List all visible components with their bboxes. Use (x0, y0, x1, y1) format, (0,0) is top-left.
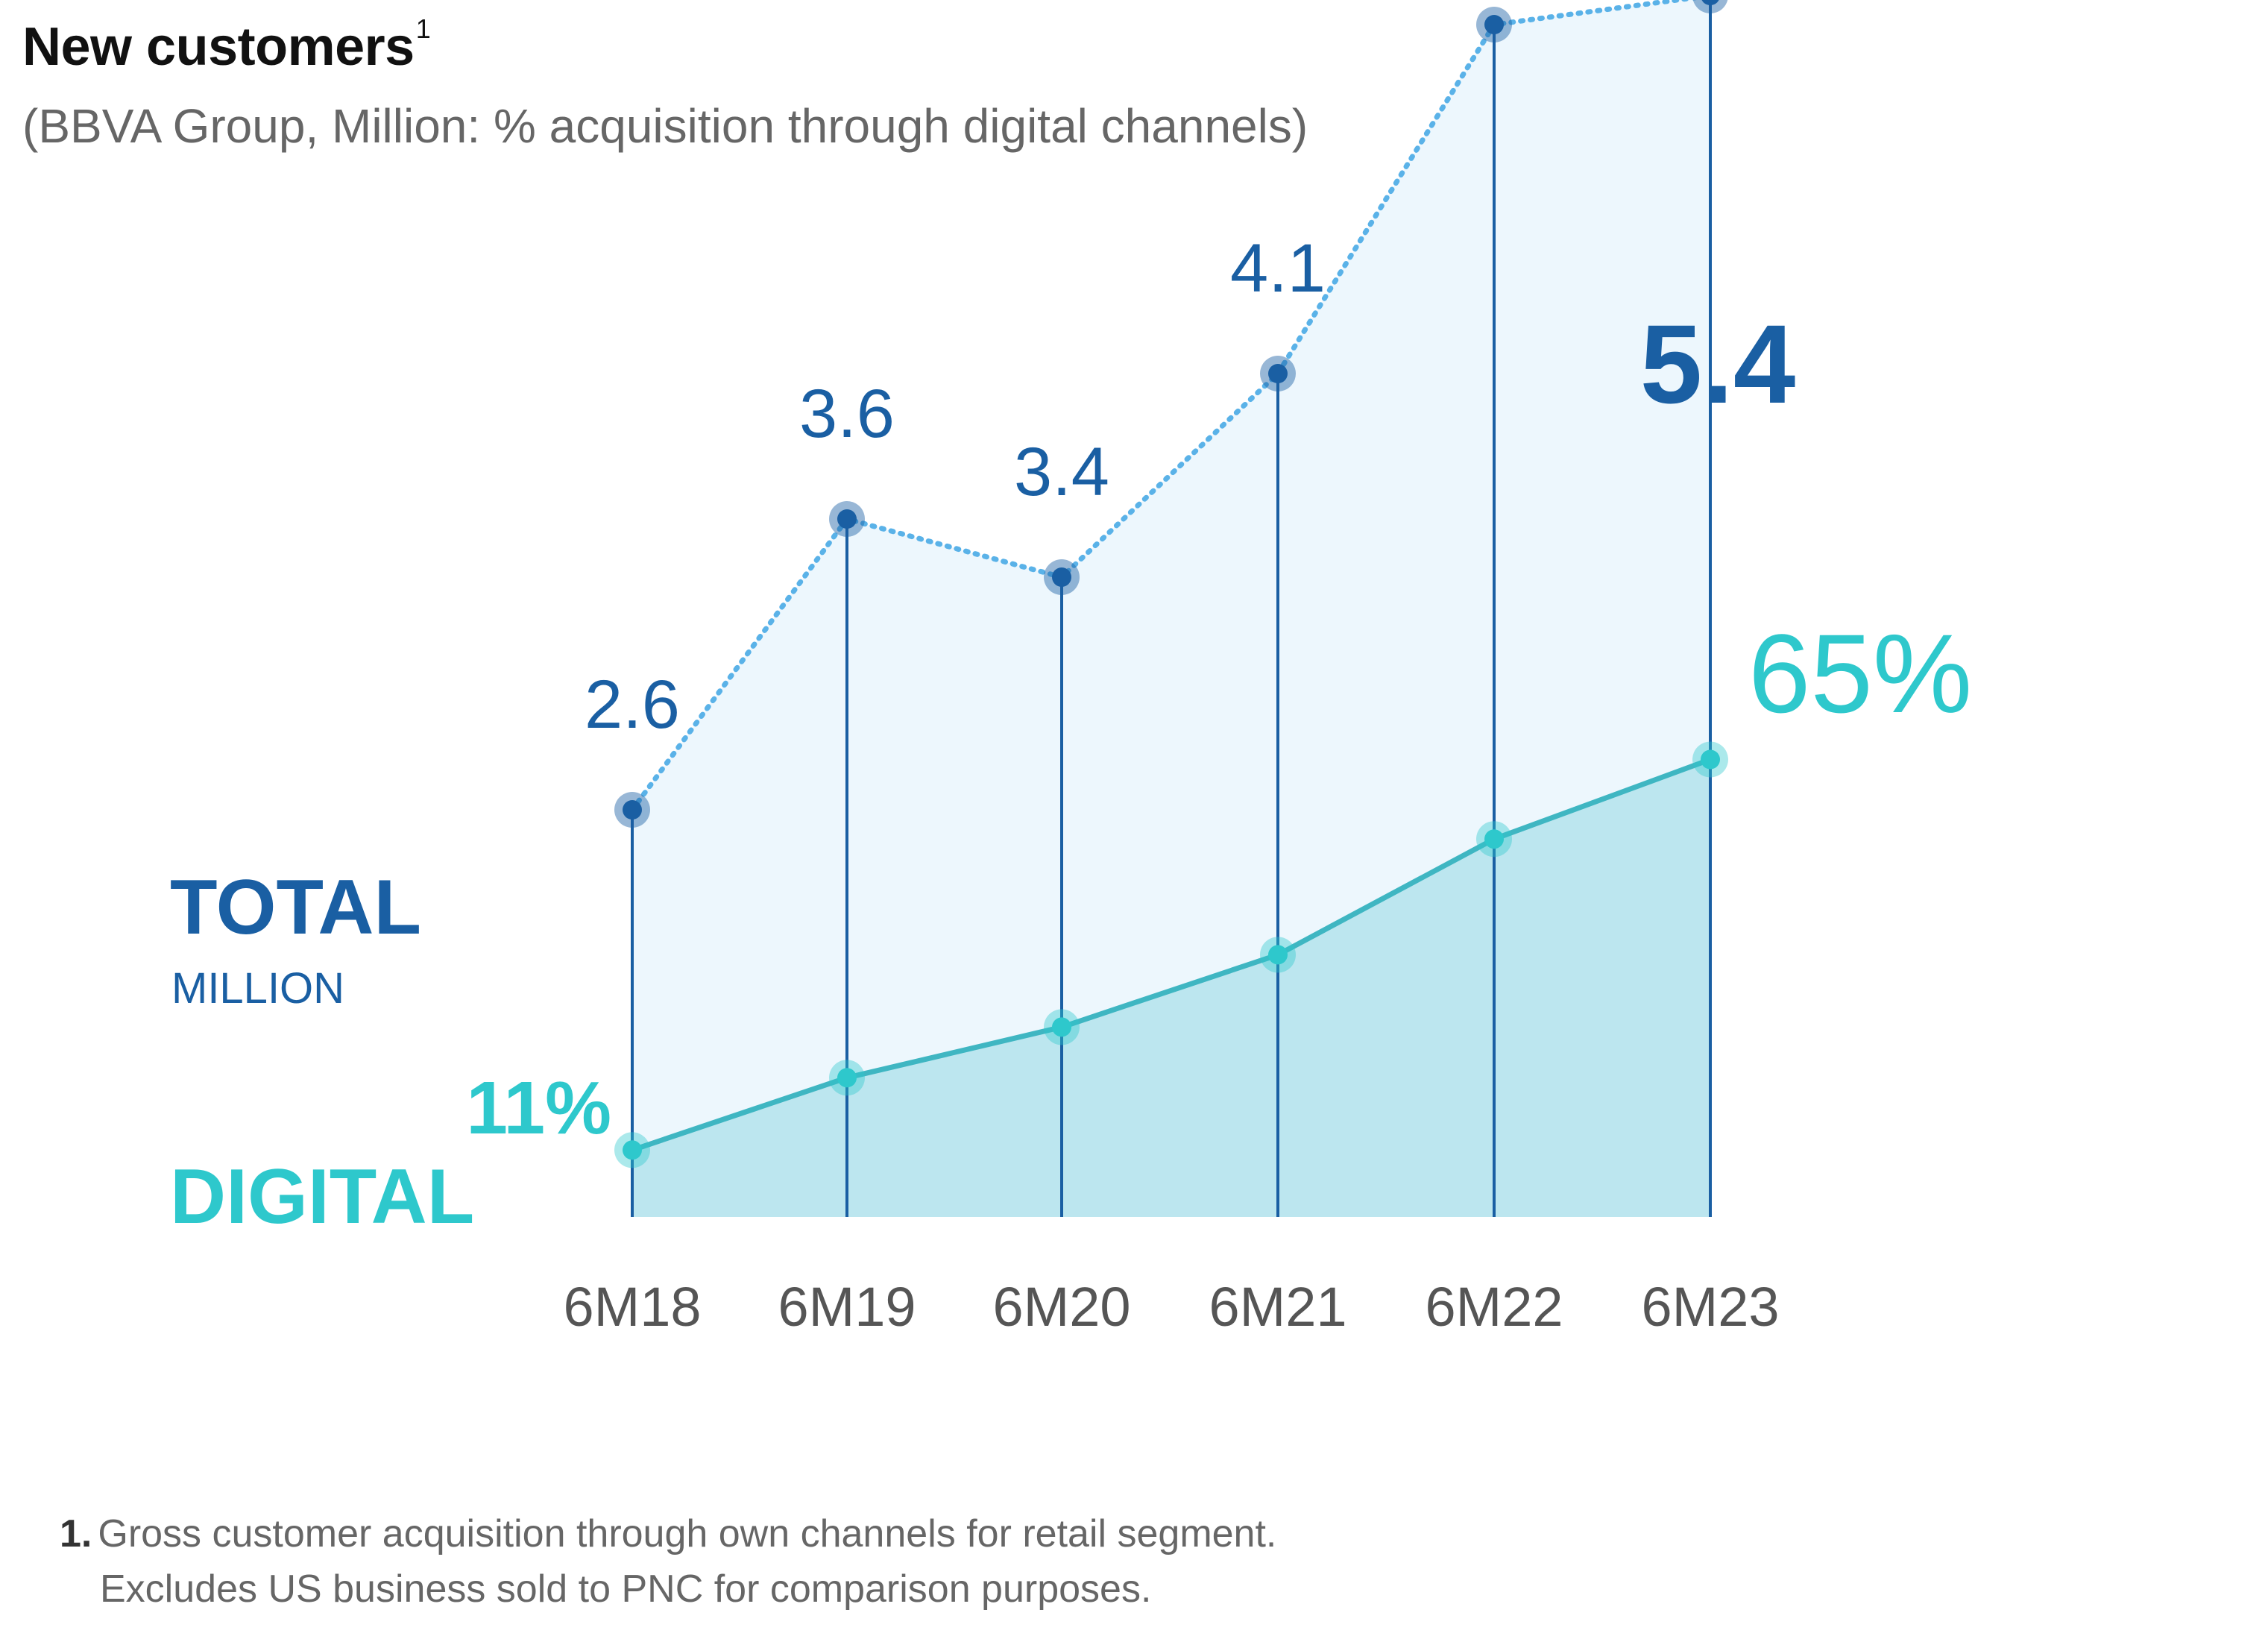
total-point-halo (1692, 0, 1728, 13)
digital-point-6m21 (1260, 937, 1296, 973)
total-value-label-6m20: 3.4 (1014, 434, 1109, 510)
digital-value-label-6m23: 65% (1748, 611, 1972, 736)
total-point-6m18 (614, 792, 650, 828)
total-point-6m20 (1044, 559, 1080, 595)
digital-point-6m22 (1476, 821, 1512, 858)
digital-point-6m23 (1692, 741, 1728, 778)
x-tick-label-6m18: 6M18 (563, 1276, 701, 1338)
digital-point-6m18 (614, 1132, 650, 1168)
digital-point-dot (1268, 945, 1288, 965)
total-point-dot (1268, 364, 1288, 383)
digital-point-dot (1484, 829, 1504, 849)
legend-total-label: TOTAL (170, 864, 421, 951)
x-tick-label-6m19: 6M19 (778, 1276, 916, 1338)
x-tick-label-6m22: 6M22 (1425, 1276, 1563, 1338)
total-point-dot (623, 800, 642, 820)
title-footnote-marker: 1 (415, 13, 431, 44)
total-point-dot (1484, 15, 1504, 34)
digital-point-dot (837, 1068, 857, 1088)
digital-point-dot (1052, 1017, 1071, 1037)
total-point-6m19 (829, 501, 865, 537)
x-tick-label-6m23: 6M23 (1641, 1276, 1779, 1338)
x-tick-label-6m21: 6M21 (1209, 1276, 1346, 1338)
digital-value-label-6m18: 11% (466, 1066, 611, 1150)
total-point-dot (837, 509, 857, 529)
total-point-6m23 (1692, 0, 1728, 13)
digital-area (632, 759, 1710, 1217)
digital-point-6m20 (1044, 1009, 1080, 1045)
footnote-marker: 1. (60, 1512, 92, 1556)
total-series-line (629, 0, 1697, 813)
chart-subtitle: (BBVA Group, Million: % acquisition thro… (22, 99, 1308, 153)
footnote-line-2: Excludes US business sold to PNC for com… (100, 1567, 1152, 1611)
legend-digital-label: DIGITAL (170, 1154, 474, 1240)
chart-title-text: New customers (22, 17, 415, 77)
footnote-line-1: 1. Gross customer acquisition through own… (60, 1506, 1276, 1561)
digital-point-dot (1701, 749, 1720, 770)
legend-total-unit: MILLION (171, 964, 344, 1013)
total-point-dot (1701, 0, 1719, 5)
footnote: 1. Gross customer acquisition through own… (60, 1506, 1276, 1617)
digital-point-dot (623, 1140, 642, 1160)
digital-point-6m19 (829, 1060, 865, 1096)
x-tick-label-6m20: 6M20 (992, 1276, 1130, 1338)
total-value-label-6m18: 2.6 (585, 667, 680, 743)
digital-series-line (631, 757, 1712, 1153)
total-point-6m22 (1476, 7, 1512, 43)
total-value-label-6m23: 5.4 (1640, 301, 1796, 427)
footnote-text-1: Gross customer acquisition through own c… (98, 1512, 1277, 1556)
total-point-dot (1052, 567, 1071, 587)
total-value-label-6m21: 4.1 (1230, 230, 1326, 306)
chart-title: New customers1 (22, 13, 431, 78)
total-point-6m21 (1260, 356, 1296, 391)
total-value-label-6m19: 3.6 (799, 376, 895, 452)
